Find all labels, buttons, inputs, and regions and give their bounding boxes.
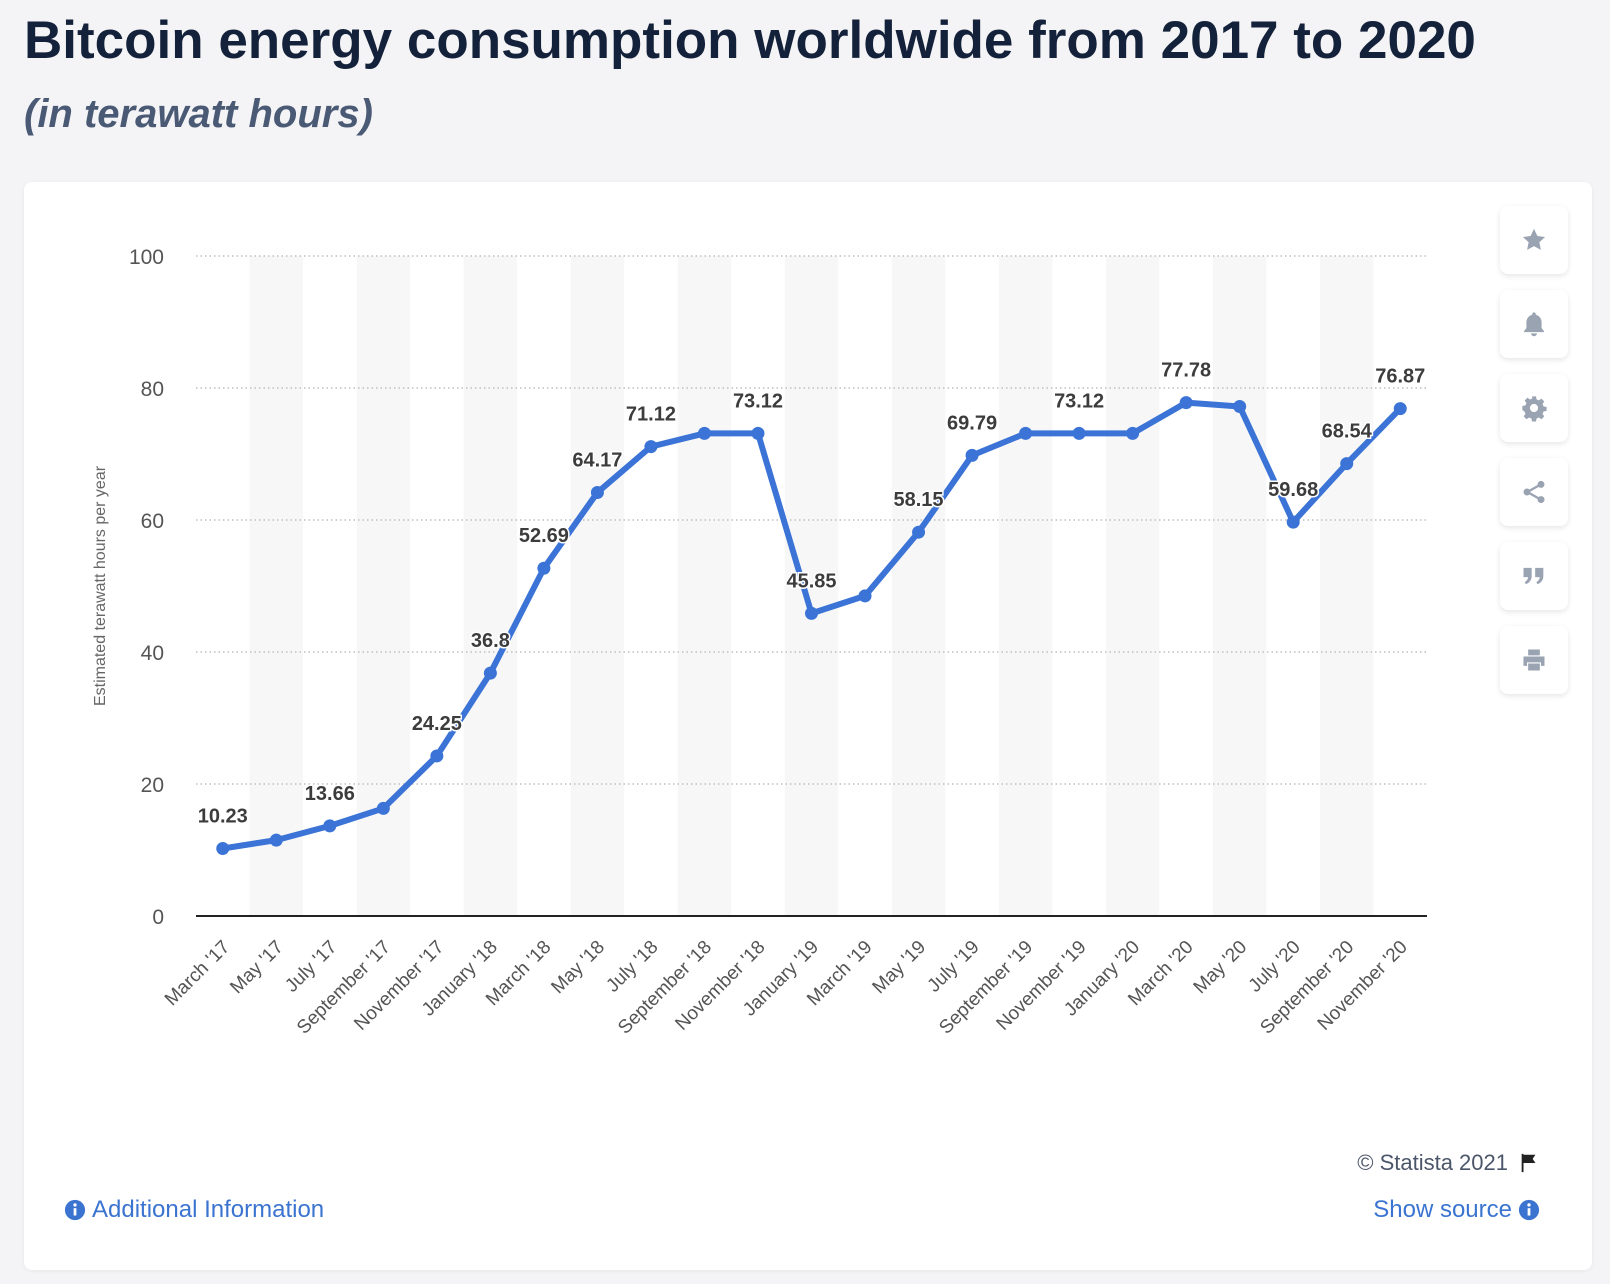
data-label: 68.54: [1322, 421, 1373, 443]
additional-information-label: Additional Information: [92, 1196, 325, 1223]
x-tick-label: May '17: [226, 937, 287, 998]
data-label: 59.68: [1268, 479, 1318, 501]
column-band: [1212, 256, 1267, 916]
data-point: [751, 426, 765, 440]
y-tick-label: 20: [141, 774, 164, 797]
data-label: 13.66: [305, 783, 355, 805]
copyright-credit: © Statista 2021: [1357, 1150, 1540, 1176]
y-tick-label: 60: [141, 510, 164, 533]
credit-text: © Statista 2021: [1357, 1150, 1508, 1175]
chart-subtitle: (in terawatt hours): [24, 92, 373, 136]
data-label: 69.79: [947, 412, 997, 434]
x-tick-label: May '18: [547, 937, 608, 998]
data-label: 77.78: [1161, 360, 1211, 382]
data-point: [697, 426, 711, 440]
column-band: [463, 256, 518, 916]
gear-icon: [1522, 396, 1547, 422]
x-tick-label: May '20: [1190, 937, 1251, 998]
print-icon: [1523, 649, 1545, 671]
share-button[interactable]: [1500, 458, 1568, 526]
y-tick-label: 100: [129, 246, 164, 269]
data-point: [805, 606, 818, 620]
share-icon: [1523, 480, 1545, 504]
bell-icon: [1524, 312, 1544, 337]
data-label: 71.12: [626, 404, 676, 426]
data-point: [1340, 457, 1354, 471]
column-band: [570, 256, 625, 916]
data-label: 24.25: [412, 713, 462, 735]
line-chart: 0 20 40 60 80 100 Estimated terawatt hours per…: [92, 246, 1427, 1039]
column-band: [677, 256, 732, 916]
chart-toolbar: [1500, 206, 1568, 694]
data-label: 58.15: [894, 489, 944, 511]
data-point: [430, 749, 444, 763]
data-point: [269, 833, 283, 847]
y-axis-title: Estimated terawatt hours per year: [92, 465, 109, 706]
chart-title: Bitcoin energy consumption worldwide fro…: [24, 11, 1476, 70]
data-label: 10.23: [198, 805, 248, 827]
data-point: [1286, 515, 1300, 529]
data-label: 76.87: [1375, 366, 1425, 388]
x-tick-label: September '20: [1256, 937, 1358, 1039]
info-icon: [1518, 1199, 1540, 1221]
x-tick-label: May '19: [869, 937, 930, 998]
data-point: [1233, 399, 1247, 413]
data-point: [483, 666, 497, 680]
data-point: [590, 485, 604, 499]
data-label: 45.85: [786, 570, 836, 592]
y-tick-label: 0: [152, 906, 164, 929]
data-point: [216, 841, 230, 855]
data-point: [912, 525, 926, 539]
cite-button[interactable]: [1500, 542, 1568, 610]
column-band: [249, 256, 304, 916]
column-band: [1105, 256, 1160, 916]
favorite-button[interactable]: [1500, 206, 1568, 274]
notification-button[interactable]: [1500, 290, 1568, 358]
data-point: [1072, 426, 1086, 440]
x-tick-label: September '17: [293, 937, 395, 1039]
x-tick-label: September '19: [935, 937, 1037, 1039]
x-tick-label: March '17: [161, 937, 234, 1010]
data-label: 52.69: [519, 525, 569, 547]
column-band: [998, 256, 1053, 916]
x-tick-label: September '18: [614, 937, 716, 1039]
additional-information-link[interactable]: Additional Information: [64, 1196, 324, 1224]
chart-card: 0 20 40 60 80 100 Estimated terawatt hours per…: [24, 182, 1592, 1270]
show-source-link[interactable]: Show source: [1373, 1196, 1540, 1224]
info-icon: [64, 1199, 86, 1221]
data-point: [376, 801, 390, 815]
settings-button[interactable]: [1500, 374, 1568, 442]
data-label: 64.17: [572, 449, 622, 471]
show-source-label: Show source: [1373, 1196, 1512, 1223]
data-point: [1393, 402, 1407, 416]
column-band: [891, 256, 946, 916]
star-icon: [1522, 228, 1546, 250]
data-point: [858, 589, 872, 603]
data-point: [1126, 426, 1140, 440]
data-point: [1179, 396, 1193, 410]
quote-icon: [1523, 567, 1544, 585]
flag-icon[interactable]: [1518, 1152, 1540, 1174]
data-point: [323, 819, 337, 833]
y-tick-label: 40: [141, 642, 164, 665]
data-point: [1019, 426, 1033, 440]
y-tick-label: 80: [141, 378, 164, 401]
data-point: [537, 561, 551, 575]
print-button[interactable]: [1500, 626, 1568, 694]
column-band: [1319, 256, 1374, 916]
data-label: 73.12: [733, 390, 783, 412]
data-point: [644, 440, 658, 454]
data-point: [965, 448, 979, 462]
data-label: 36.8: [471, 630, 510, 652]
data-label: 73.12: [1054, 390, 1104, 412]
column-band: [784, 256, 839, 916]
